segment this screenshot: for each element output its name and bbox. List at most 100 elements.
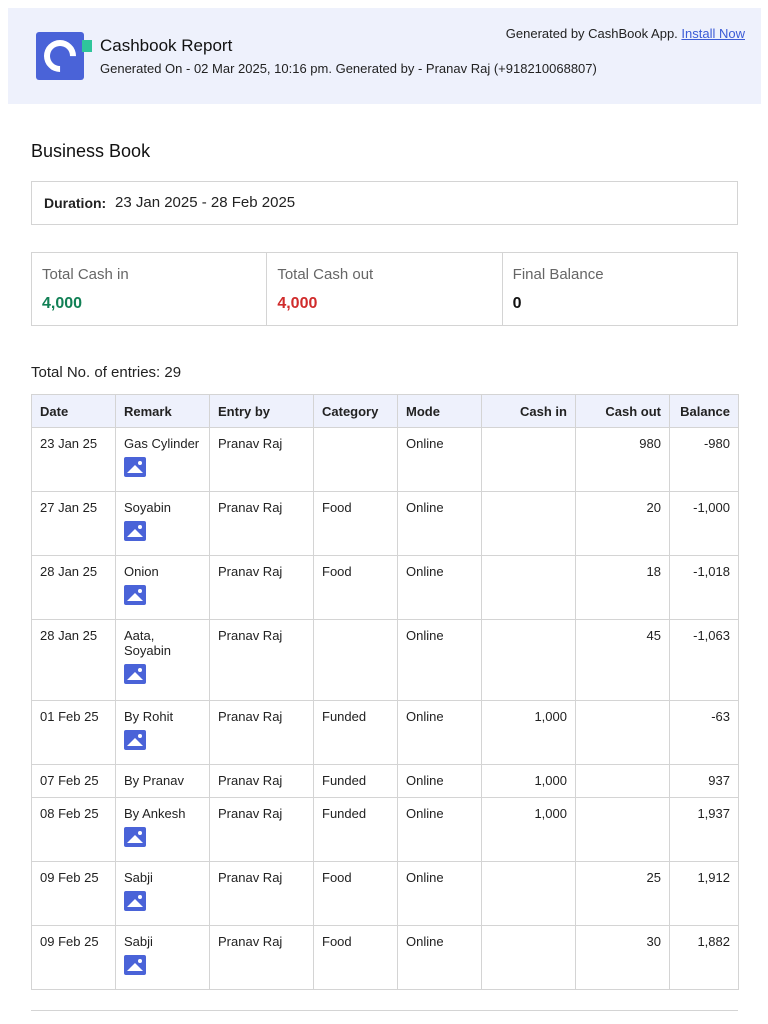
cell-mode: Online bbox=[397, 700, 482, 765]
col-mode: Mode bbox=[397, 394, 482, 428]
cell-balance: 1,912 bbox=[669, 861, 739, 926]
cell-cash-in: 1,000 bbox=[481, 797, 576, 862]
summary-cash-in: Total Cash in 4,000 bbox=[32, 253, 268, 325]
col-category: Category bbox=[313, 394, 398, 428]
cell-entry-by: Pranav Raj bbox=[209, 764, 314, 798]
cell-balance-text: 1,912 bbox=[697, 870, 730, 885]
cell-category bbox=[313, 427, 398, 492]
cashbook-logo-icon bbox=[36, 32, 92, 80]
duration-box: Duration: 23 Jan 2025 - 28 Feb 2025 bbox=[31, 181, 738, 225]
cell-remark: Aata, Soyabin bbox=[115, 619, 210, 701]
attachment-image-icon[interactable] bbox=[124, 585, 146, 605]
cell-mode-text: Online bbox=[406, 870, 444, 885]
cell-date: 28 Jan 25 bbox=[31, 619, 116, 701]
cell-entry-by-text: Pranav Raj bbox=[218, 564, 283, 579]
cell-cash-out: 45 bbox=[575, 619, 670, 701]
attachment-image-icon[interactable] bbox=[124, 457, 146, 477]
cell-mode-text: Online bbox=[406, 500, 444, 515]
cell-balance: -1,063 bbox=[669, 619, 739, 701]
table-row: 09 Feb 25 Sabji Pranav Raj Food Online 25 1,91… bbox=[31, 861, 739, 926]
report-title: Cashbook Report bbox=[100, 36, 233, 55]
install-now-link[interactable]: Install Now bbox=[681, 26, 745, 41]
cell-category bbox=[313, 619, 398, 701]
cell-cash-in-text: 1,000 bbox=[534, 709, 567, 724]
cell-cash-in bbox=[481, 861, 576, 926]
cell-cash-out: 30 bbox=[575, 925, 670, 990]
cell-date: 09 Feb 25 bbox=[31, 861, 116, 926]
col-cash-out: Cash out bbox=[575, 394, 670, 428]
cell-cash-out bbox=[575, 797, 670, 862]
cell-remark-text: By Pranav bbox=[124, 773, 184, 788]
cell-date: 23 Jan 25 bbox=[31, 427, 116, 492]
cell-balance-text: -63 bbox=[711, 709, 730, 724]
cell-cash-out: 20 bbox=[575, 491, 670, 556]
cell-date-text: 09 Feb 25 bbox=[40, 870, 99, 885]
divider bbox=[31, 1010, 738, 1011]
final-balance-value: 0 bbox=[512, 295, 522, 312]
cell-remark: By Pranav bbox=[115, 764, 210, 798]
cell-category-text: Food bbox=[322, 870, 352, 885]
cell-category: Funded bbox=[313, 700, 398, 765]
cell-date: 07 Feb 25 bbox=[31, 764, 116, 798]
table-header-row: Date Remark Entry by Category Mode Cash … bbox=[31, 394, 739, 428]
col-date: Date bbox=[31, 394, 116, 428]
entries-count: Total No. of entries: 29 bbox=[31, 364, 182, 381]
attachment-image-icon[interactable] bbox=[124, 955, 146, 975]
attachment-image-icon[interactable] bbox=[124, 827, 146, 847]
table-row: 01 Feb 25 By Rohit Pranav Raj Funded Online 1… bbox=[31, 700, 739, 765]
cell-entry-by: Pranav Raj bbox=[209, 797, 314, 862]
cell-category: Funded bbox=[313, 797, 398, 862]
cell-category-text: Food bbox=[322, 934, 352, 949]
cell-balance: -63 bbox=[669, 700, 739, 765]
cell-cash-out-text: 45 bbox=[646, 628, 661, 643]
cell-mode: Online bbox=[397, 491, 482, 556]
attachment-image-icon[interactable] bbox=[124, 664, 146, 684]
cell-cash-out-text: 30 bbox=[646, 934, 661, 949]
cell-mode-text: Online bbox=[406, 806, 444, 821]
cell-remark-text: Sabji bbox=[124, 870, 153, 885]
cell-category-text: Funded bbox=[322, 773, 367, 788]
cell-cash-out: 18 bbox=[575, 555, 670, 620]
cell-remark-text: Sabji bbox=[124, 934, 153, 949]
cell-entry-by: Pranav Raj bbox=[209, 555, 314, 620]
table-row: 07 Feb 25 By Pranav Pranav Raj Funded Online… bbox=[31, 764, 739, 798]
col-entry-by: Entry by bbox=[209, 394, 314, 428]
cell-balance-text: -1,063 bbox=[693, 628, 730, 643]
cell-remark-text: Onion bbox=[124, 564, 159, 579]
duration-value: 23 Jan 2025 - 28 Feb 2025 bbox=[115, 194, 296, 211]
cell-cash-out: 25 bbox=[575, 861, 670, 926]
cell-entry-by: Pranav Raj bbox=[209, 491, 314, 556]
cell-cash-in bbox=[481, 925, 576, 990]
cell-remark: Sabji bbox=[115, 861, 210, 926]
transactions-table: Date Remark Entry by Category Mode Cash … bbox=[31, 394, 739, 990]
cell-category-text: Food bbox=[322, 500, 352, 515]
cell-mode-text: Online bbox=[406, 709, 444, 724]
summary-box: Total Cash in 4,000 Total Cash out 4,000… bbox=[31, 252, 738, 326]
cell-entry-by: Pranav Raj bbox=[209, 427, 314, 492]
cell-balance: 1,882 bbox=[669, 925, 739, 990]
table-row: 28 Jan 25 Onion Pranav Raj Food Online 18 -1,0… bbox=[31, 555, 739, 620]
cell-remark-text: Soyabin bbox=[124, 500, 171, 515]
cell-cash-in bbox=[481, 491, 576, 556]
attachment-image-icon[interactable] bbox=[124, 730, 146, 750]
cash-out-value: 4,000 bbox=[277, 295, 318, 312]
cell-balance: -1,000 bbox=[669, 491, 739, 556]
cell-balance: -1,018 bbox=[669, 555, 739, 620]
cell-balance: 937 bbox=[669, 764, 739, 798]
cell-entry-by: Pranav Raj bbox=[209, 925, 314, 990]
cell-mode: Online bbox=[397, 555, 482, 620]
attachment-image-icon[interactable] bbox=[124, 891, 146, 911]
table-row: 28 Jan 25 Aata, Soyabin Pranav Raj Online 45… bbox=[31, 619, 739, 701]
cell-mode-text: Online bbox=[406, 436, 444, 451]
cell-category: Food bbox=[313, 925, 398, 990]
cell-remark-text: Aata, Soyabin bbox=[124, 628, 171, 658]
summary-cash-out: Total Cash out 4,000 bbox=[267, 253, 503, 325]
cell-category-text: Food bbox=[322, 564, 352, 579]
cell-date-text: 09 Feb 25 bbox=[40, 934, 99, 949]
cell-mode-text: Online bbox=[406, 564, 444, 579]
attachment-image-icon[interactable] bbox=[124, 521, 146, 541]
cell-date: 28 Jan 25 bbox=[31, 555, 116, 620]
cell-balance-text: 1,882 bbox=[697, 934, 730, 949]
duration-label: Duration: bbox=[44, 195, 107, 211]
cell-date-text: 08 Feb 25 bbox=[40, 806, 99, 821]
